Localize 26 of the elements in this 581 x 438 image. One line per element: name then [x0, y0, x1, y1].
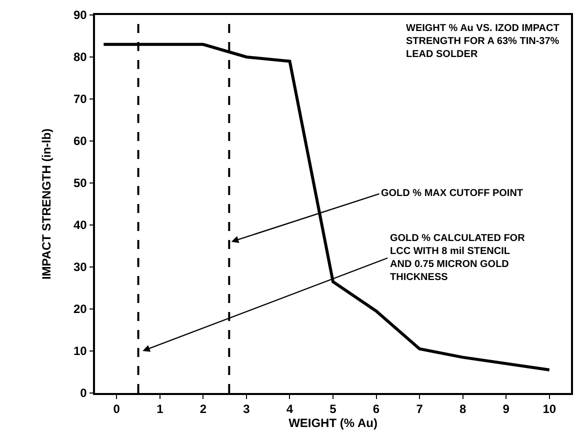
x-axis-title: WEIGHT (% Au): [288, 416, 378, 430]
y-tick-label: 0: [80, 386, 88, 400]
y-tick-label: 10: [73, 344, 88, 358]
x-tick-label: 1: [156, 402, 164, 416]
y-tick-label: 50: [73, 176, 88, 190]
x-tick-label: 9: [502, 402, 510, 416]
y-tick-label: 40: [73, 218, 88, 232]
x-tick-label: 3: [243, 402, 250, 416]
x-tick-label: 0: [113, 402, 120, 416]
y-tick-label: 70: [73, 92, 88, 106]
x-tick-label: 4: [286, 402, 294, 416]
x-tick-label: 7: [416, 402, 424, 416]
y-axis-title: IMPACT STRENGTH (in-lb): [39, 128, 54, 280]
y-tick-label: 80: [73, 50, 88, 64]
y-tick-label: 90: [73, 8, 88, 22]
annotation: GOLD % CALCULATED FOR LCC WITH 8 mil STENCIL AND 0.75 MICRON GOLD THICKNESS: [390, 233, 526, 283]
x-tick-label: 6: [372, 402, 380, 416]
y-tick-label: 30: [73, 260, 88, 274]
annotation: GOLD % MAX CUTOFF POINT: [381, 188, 524, 199]
x-tick-label: 8: [459, 402, 466, 416]
y-tick-label: 60: [73, 134, 88, 148]
annotation: WEIGHT % Au VS. IZOD IMPACT STRENGTH FOR A 63% TIN-37% LEAD SOLDER: [406, 23, 560, 60]
x-tick-label: 5: [330, 402, 337, 416]
x-tick-label: 2: [200, 402, 207, 416]
x-tick-label: 10: [542, 402, 556, 416]
y-tick-label: 20: [73, 302, 88, 316]
